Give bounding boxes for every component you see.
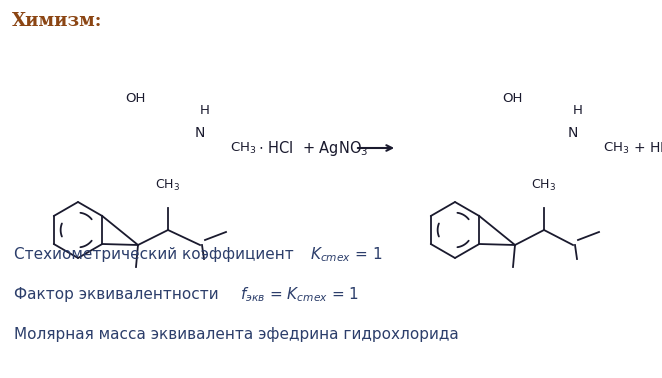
Text: OH: OH	[125, 92, 145, 105]
Text: Химизм:: Химизм:	[12, 12, 103, 30]
Text: N: N	[195, 126, 205, 140]
Text: $\cdot$ HCl: $\cdot$ HCl	[258, 140, 293, 156]
Text: Молярная масса эквивалента эфедрина гидрохлорида: Молярная масса эквивалента эфедрина гидр…	[14, 327, 459, 342]
Text: H: H	[573, 104, 583, 117]
Text: Фактор эквивалентности: Фактор эквивалентности	[14, 288, 228, 302]
Text: H: H	[200, 104, 210, 117]
Text: $\mathregular{CH_3}$: $\mathregular{CH_3}$	[156, 178, 181, 193]
Text: $\mathregular{CH_3}$: $\mathregular{CH_3}$	[532, 178, 557, 193]
Text: $\mathregular{CH_3}$: $\mathregular{CH_3}$	[603, 141, 630, 156]
Text: OH: OH	[502, 92, 522, 105]
Text: $f_{\mathit{экв}}$ = $K_{\mathit{cmex}}$ = 1: $f_{\mathit{экв}}$ = $K_{\mathit{cmex}}$…	[240, 286, 359, 304]
Text: $+$ HNO$_3$ $+$ AgCl: $+$ HNO$_3$ $+$ AgCl	[633, 139, 662, 157]
Text: $K_{\mathit{cmex}}$ = 1: $K_{\mathit{cmex}}$ = 1	[310, 246, 383, 264]
Text: $+$ AgNO$_3$: $+$ AgNO$_3$	[302, 138, 369, 158]
Text: Стехиометрический коэффициент: Стехиометрический коэффициент	[14, 248, 303, 262]
Text: N: N	[568, 126, 578, 140]
Text: $\mathregular{CH_3}$: $\mathregular{CH_3}$	[230, 141, 256, 156]
